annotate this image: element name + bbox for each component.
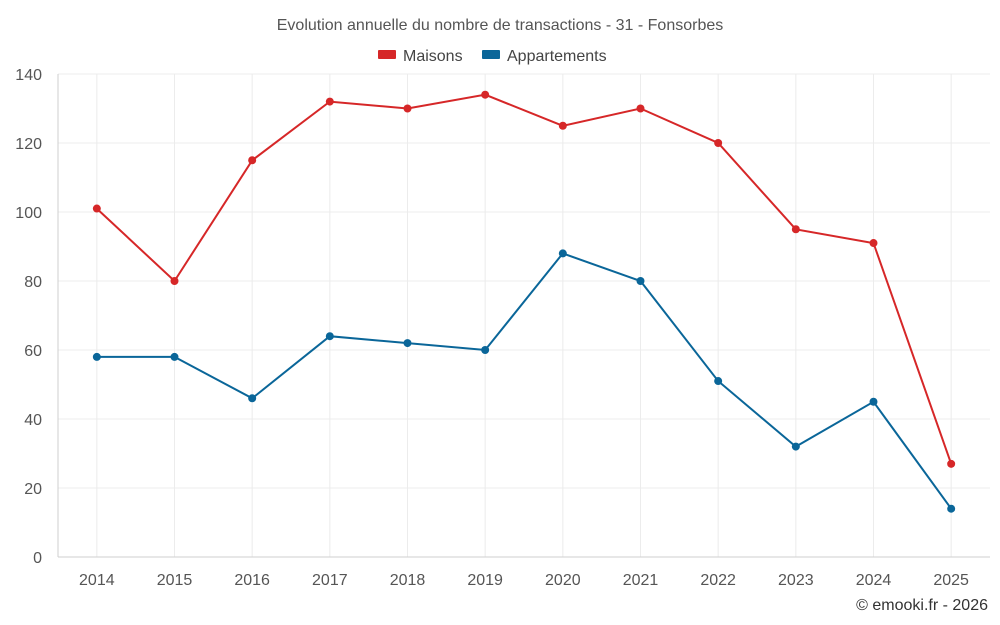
data-point-appartements[interactable] (791, 442, 800, 451)
y-tick-label: 80 (24, 274, 42, 291)
data-point-maisons[interactable] (403, 104, 412, 113)
legend-item-maisons[interactable]: Maisons (378, 48, 463, 65)
data-point-maisons[interactable] (481, 90, 490, 99)
data-point-maisons[interactable] (947, 459, 956, 468)
chart-title: Evolution annuelle du nombre de transact… (277, 17, 723, 34)
data-point-appartements[interactable] (325, 332, 334, 341)
data-point-maisons[interactable] (791, 225, 800, 234)
y-tick-label: 20 (24, 481, 42, 498)
data-point-maisons[interactable] (636, 104, 645, 113)
y-tick-label: 60 (24, 343, 42, 360)
data-point-appartements[interactable] (636, 277, 645, 285)
x-tick-label: 2017 (312, 572, 348, 589)
credit-text: © emooki.fr - 2026 (856, 597, 988, 614)
series-maisons (92, 90, 956, 468)
data-point-maisons[interactable] (325, 97, 334, 106)
x-tick-label: 2022 (700, 572, 736, 589)
grid (58, 73, 990, 557)
data-point-maisons[interactable] (714, 139, 723, 147)
x-tick-label: 2015 (157, 572, 193, 589)
y-tick-label: 140 (15, 67, 42, 84)
data-point-appartements[interactable] (248, 394, 257, 403)
x-tick-label: 2023 (778, 572, 814, 589)
data-point-appartements[interactable] (481, 346, 490, 354)
data-point-appartements[interactable] (403, 339, 412, 348)
y-tick-label: 0 (33, 550, 42, 567)
data-point-appartements[interactable] (92, 352, 101, 361)
x-tick-label: 2019 (467, 572, 503, 589)
data-point-maisons[interactable] (92, 204, 101, 213)
legend-swatch-maisons (378, 50, 396, 59)
data-point-maisons[interactable] (869, 239, 878, 248)
series-line-maisons (96, 93, 953, 465)
series-appartements (92, 249, 956, 513)
x-tick-label: 2021 (623, 572, 659, 589)
axes: 0 20 40 60 80 100 120 140 2014 2015 2016 2017 2018 20… (15, 67, 990, 589)
y-tick-label: 100 (15, 205, 42, 222)
data-point-appartements[interactable] (558, 249, 567, 258)
x-tick-label: 2024 (856, 572, 892, 589)
series (92, 90, 956, 513)
x-tick-label: 2014 (79, 572, 115, 589)
legend-item-appartements[interactable]: Appartements (482, 48, 607, 65)
data-point-appartements[interactable] (714, 377, 723, 386)
legend-label-maisons: Maisons (403, 48, 463, 65)
legend-label-appartements: Appartements (507, 48, 607, 65)
data-point-appartements[interactable] (947, 504, 956, 513)
data-point-appartements[interactable] (170, 352, 179, 361)
data-point-appartements[interactable] (869, 397, 878, 406)
legend-swatch-appartements (482, 50, 500, 59)
x-tick-label: 2018 (390, 572, 426, 589)
legend: Maisons Appartements (378, 48, 607, 65)
x-tick-label: 2020 (545, 572, 581, 589)
data-point-maisons[interactable] (170, 277, 179, 285)
data-point-maisons[interactable] (558, 121, 567, 130)
y-tick-label: 120 (15, 136, 42, 153)
series-line-appartements (96, 252, 953, 510)
x-tick-label: 2016 (234, 572, 270, 589)
data-point-maisons[interactable] (248, 156, 257, 165)
y-tick-label: 40 (24, 412, 42, 429)
x-tick-label: 2025 (933, 572, 969, 589)
